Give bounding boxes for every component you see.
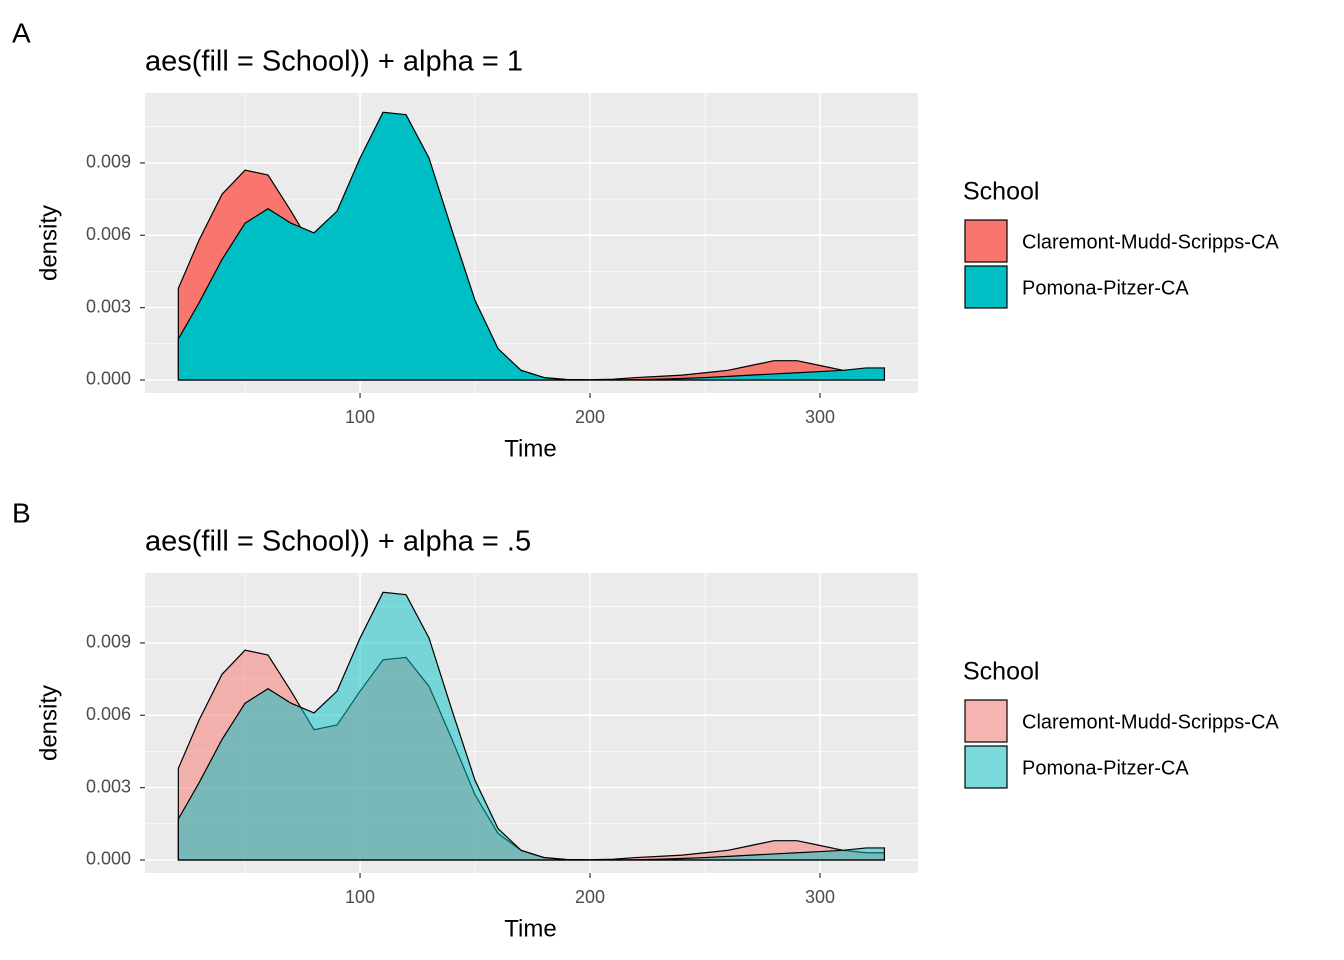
y-tick-label: 0.000: [86, 849, 131, 869]
density-area: [177, 111, 886, 381]
legend-swatch: [964, 745, 1008, 789]
x-tick-label: 300: [805, 407, 835, 427]
y-axis-label: density: [35, 205, 62, 281]
y-axis-label: density: [35, 685, 62, 761]
panel-tag: A: [12, 17, 31, 48]
chart-title: aes(fill = School)) + alpha = .5: [145, 526, 531, 558]
legend-title: School: [963, 658, 1039, 686]
x-axis-label: Time: [504, 915, 556, 942]
legend-label: Claremont-Mudd-Scripps-CA: [1022, 711, 1279, 733]
legend-swatch: [964, 265, 1008, 309]
x-tick-label: 200: [575, 887, 605, 907]
y-tick-label: 0.006: [86, 704, 131, 724]
legend-title: School: [963, 178, 1039, 206]
y-tick-label: 0.003: [86, 776, 131, 796]
legend-label: Pomona-Pitzer-CA: [1022, 277, 1189, 299]
x-axis-label: Time: [504, 435, 556, 462]
legend-swatch: [964, 699, 1008, 743]
density-area: [177, 591, 886, 861]
legend-label: Claremont-Mudd-Scripps-CA: [1022, 231, 1279, 253]
chart-title: aes(fill = School)) + alpha = 1: [145, 46, 523, 78]
y-tick-label: 0.009: [86, 632, 131, 652]
y-tick-label: 0.003: [86, 296, 131, 316]
legend-label: Pomona-Pitzer-CA: [1022, 757, 1189, 779]
legend-swatch: [964, 219, 1008, 263]
y-tick-label: 0.006: [86, 224, 131, 244]
panel-tag: B: [12, 497, 31, 528]
x-tick-label: 100: [345, 887, 375, 907]
x-tick-label: 100: [345, 407, 375, 427]
x-tick-label: 200: [575, 407, 605, 427]
y-tick-label: 0.000: [86, 369, 131, 389]
x-tick-label: 300: [805, 887, 835, 907]
y-tick-label: 0.009: [86, 152, 131, 172]
